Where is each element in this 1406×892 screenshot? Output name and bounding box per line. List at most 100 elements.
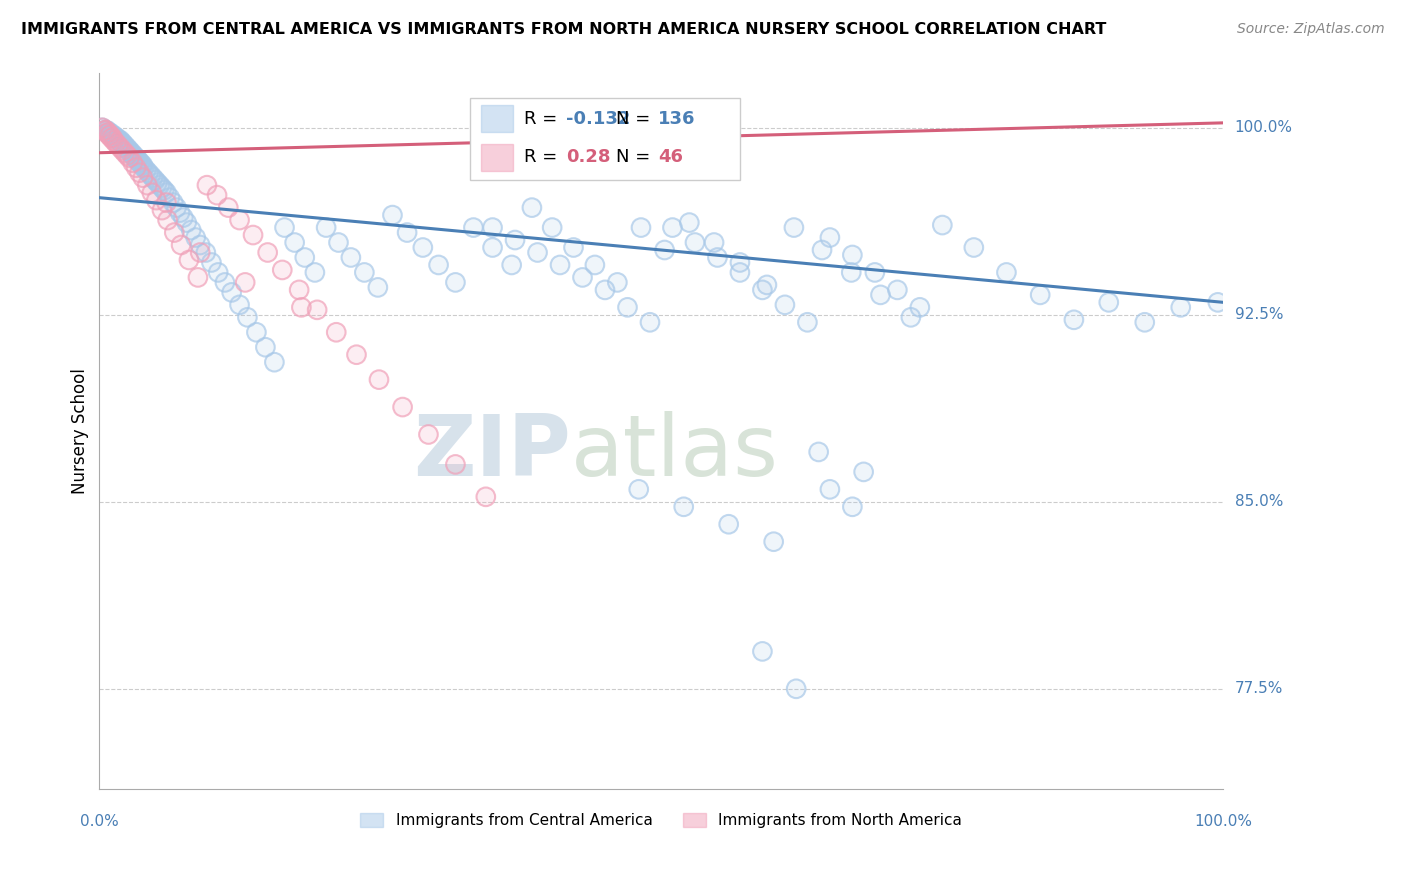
Point — [654, 243, 676, 257]
Point — [245, 326, 267, 340]
Point — [172, 211, 194, 225]
Point — [155, 195, 177, 210]
Point — [931, 218, 953, 232]
Point — [110, 133, 132, 147]
Point — [233, 276, 256, 290]
Point — [839, 265, 862, 279]
Point — [627, 483, 650, 497]
Point — [122, 148, 145, 162]
Point — [683, 235, 706, 250]
Point — [91, 120, 114, 135]
Point — [136, 178, 159, 193]
Point — [207, 265, 229, 279]
Point — [93, 123, 115, 137]
Point — [155, 186, 177, 200]
Point — [221, 285, 243, 300]
Point — [96, 126, 118, 140]
Point — [94, 123, 117, 137]
Point — [503, 233, 526, 247]
Point — [963, 240, 986, 254]
Point — [217, 201, 239, 215]
Point — [111, 143, 134, 157]
Point — [176, 216, 198, 230]
Point — [188, 245, 211, 260]
Point — [328, 235, 350, 250]
Point — [94, 123, 117, 137]
Text: 0.0%: 0.0% — [80, 814, 118, 829]
Point — [900, 310, 922, 325]
Point — [381, 208, 404, 222]
Text: 77.5%: 77.5% — [1234, 681, 1282, 697]
Point — [114, 145, 136, 160]
Point — [135, 163, 157, 178]
Point — [110, 133, 132, 147]
Point — [661, 220, 683, 235]
Text: 0.28: 0.28 — [565, 148, 610, 167]
Point — [103, 128, 125, 143]
Point — [475, 490, 498, 504]
Point — [103, 133, 125, 147]
Point — [221, 285, 243, 300]
Point — [143, 173, 166, 187]
Point — [111, 136, 134, 150]
Point — [118, 143, 141, 157]
Point — [121, 145, 143, 160]
Point — [184, 230, 207, 244]
Text: IMMIGRANTS FROM CENTRAL AMERICA VS IMMIGRANTS FROM NORTH AMERICA NURSERY SCHOOL : IMMIGRANTS FROM CENTRAL AMERICA VS IMMIG… — [21, 22, 1107, 37]
Point — [1206, 295, 1229, 310]
Point — [153, 183, 176, 197]
Point — [100, 128, 122, 143]
Point — [94, 123, 117, 137]
Point — [762, 534, 785, 549]
Point — [124, 151, 146, 165]
Point — [188, 238, 211, 252]
Point — [107, 133, 129, 147]
Point — [205, 188, 228, 202]
Point — [103, 128, 125, 143]
Point — [115, 148, 138, 162]
Point — [796, 315, 818, 329]
Point — [541, 220, 564, 235]
Point — [367, 280, 389, 294]
Point — [263, 355, 285, 369]
Point — [526, 245, 548, 260]
Point — [1133, 315, 1156, 329]
Point — [841, 500, 863, 514]
Text: ZIP: ZIP — [413, 410, 571, 493]
Point — [444, 458, 467, 472]
Point — [104, 130, 127, 145]
Point — [290, 301, 312, 315]
Text: atlas: atlas — [571, 410, 779, 493]
Point — [254, 340, 277, 354]
Point — [481, 220, 503, 235]
Point — [93, 123, 115, 137]
Point — [263, 355, 285, 369]
Point — [118, 151, 141, 165]
Point — [228, 298, 250, 312]
Point — [172, 211, 194, 225]
Point — [346, 348, 368, 362]
Point — [150, 203, 173, 218]
Point — [132, 158, 155, 172]
Point — [381, 208, 404, 222]
Point — [444, 276, 467, 290]
Point — [1063, 313, 1085, 327]
Point — [98, 126, 121, 140]
Text: 46: 46 — [658, 148, 683, 167]
Point — [177, 252, 200, 267]
Point — [290, 301, 312, 315]
Point — [818, 483, 841, 497]
Point — [661, 220, 683, 235]
Point — [328, 235, 350, 250]
Point — [683, 235, 706, 250]
Point — [886, 283, 908, 297]
FancyBboxPatch shape — [481, 105, 513, 132]
Point — [995, 265, 1018, 279]
Point — [391, 400, 413, 414]
Point — [114, 145, 136, 160]
Point — [104, 136, 127, 150]
Point — [205, 188, 228, 202]
Point — [131, 158, 153, 172]
Point — [132, 170, 155, 185]
Point — [284, 235, 307, 250]
